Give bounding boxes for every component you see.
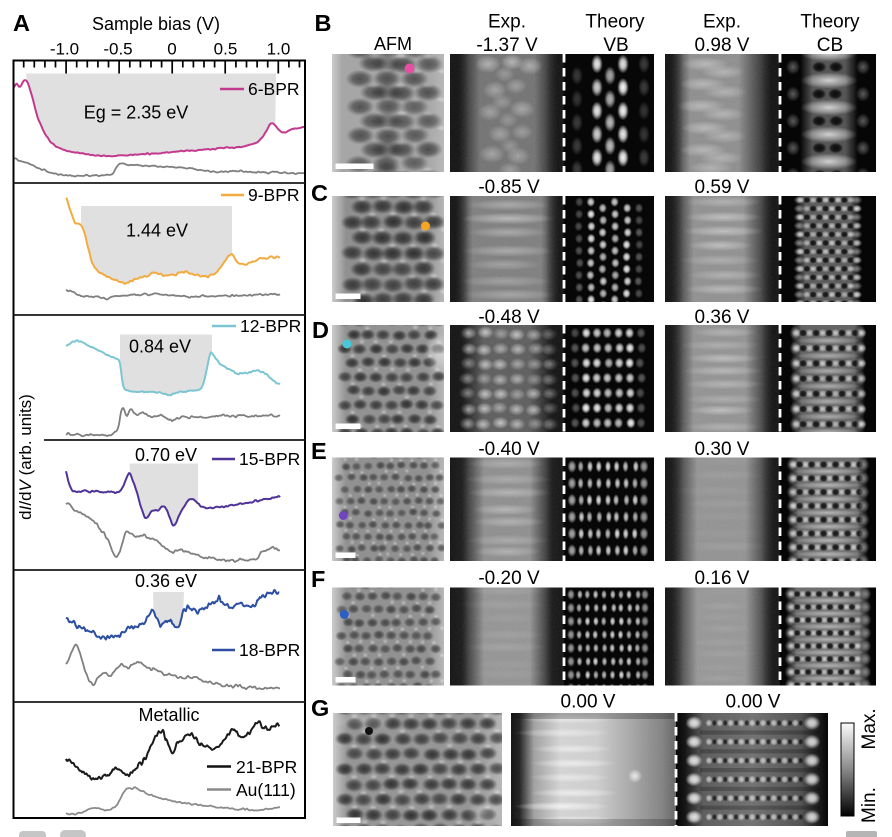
svg-text:E: E (311, 438, 327, 464)
svg-text:-0.85 V: -0.85 V (478, 177, 540, 198)
svg-text:6-BPR: 6-BPR (248, 79, 300, 99)
svg-text:0: 0 (167, 40, 176, 59)
svg-text:9-BPR: 9-BPR (248, 185, 300, 205)
svg-text:Min.: Min. (859, 787, 880, 823)
svg-text:Au(111): Au(111) (236, 780, 296, 800)
svg-text:0.16 V: 0.16 V (695, 568, 750, 589)
svg-text:Max.: Max. (859, 708, 880, 749)
svg-text:CB: CB (817, 35, 843, 56)
svg-text:B: B (315, 10, 332, 36)
svg-text:0.84 eV: 0.84 eV (129, 337, 191, 357)
svg-text:-0.20 V: -0.20 V (478, 568, 540, 589)
svg-text:0.00 V: 0.00 V (726, 692, 781, 713)
svg-text:21-BPR: 21-BPR (236, 757, 297, 777)
svg-text:Theory: Theory (800, 12, 860, 33)
svg-text:18-BPR: 18-BPR (239, 640, 300, 660)
svg-text:-0.48 V: -0.48 V (478, 307, 540, 328)
svg-text:C: C (311, 180, 328, 206)
svg-text:0.98 V: 0.98 V (695, 35, 750, 56)
svg-text:D: D (312, 317, 329, 343)
svg-text:Metallic: Metallic (138, 705, 199, 725)
svg-text:dI/dV (arb. units): dI/dV (arb. units) (16, 394, 35, 520)
svg-text:-0.40 V: -0.40 V (478, 439, 540, 460)
svg-text:-1.0: -1.0 (50, 40, 79, 59)
svg-text:F: F (311, 566, 325, 592)
svg-text:-1.37 V: -1.37 V (476, 35, 538, 56)
svg-text:0.36 V: 0.36 V (695, 307, 750, 328)
svg-text:0.5: 0.5 (214, 40, 238, 59)
svg-text:Exp.: Exp. (703, 12, 741, 33)
svg-text:0.70 eV: 0.70 eV (135, 445, 197, 465)
svg-text:A: A (13, 10, 30, 36)
svg-text:VB: VB (603, 35, 628, 56)
svg-text:0.36 eV: 0.36 eV (135, 571, 197, 591)
svg-text:0.30 V: 0.30 V (695, 439, 750, 460)
svg-text:15-BPR: 15-BPR (239, 449, 300, 469)
svg-text:0.59 V: 0.59 V (695, 177, 750, 198)
svg-text:Theory: Theory (585, 12, 645, 33)
svg-text:0.00 V: 0.00 V (561, 692, 616, 713)
svg-text:1.0: 1.0 (267, 40, 291, 59)
svg-text:-0.5: -0.5 (103, 40, 132, 59)
svg-text:12-BPR: 12-BPR (240, 316, 301, 336)
svg-text:AFM: AFM (374, 34, 412, 54)
svg-text:Exp.: Exp. (488, 12, 526, 33)
svg-text:G: G (311, 695, 329, 721)
svg-text:1.44 eV: 1.44 eV (126, 221, 188, 241)
svg-text:Sample bias (V): Sample bias (V) (92, 14, 220, 34)
svg-text:Eg = 2.35 eV: Eg = 2.35 eV (84, 103, 189, 123)
